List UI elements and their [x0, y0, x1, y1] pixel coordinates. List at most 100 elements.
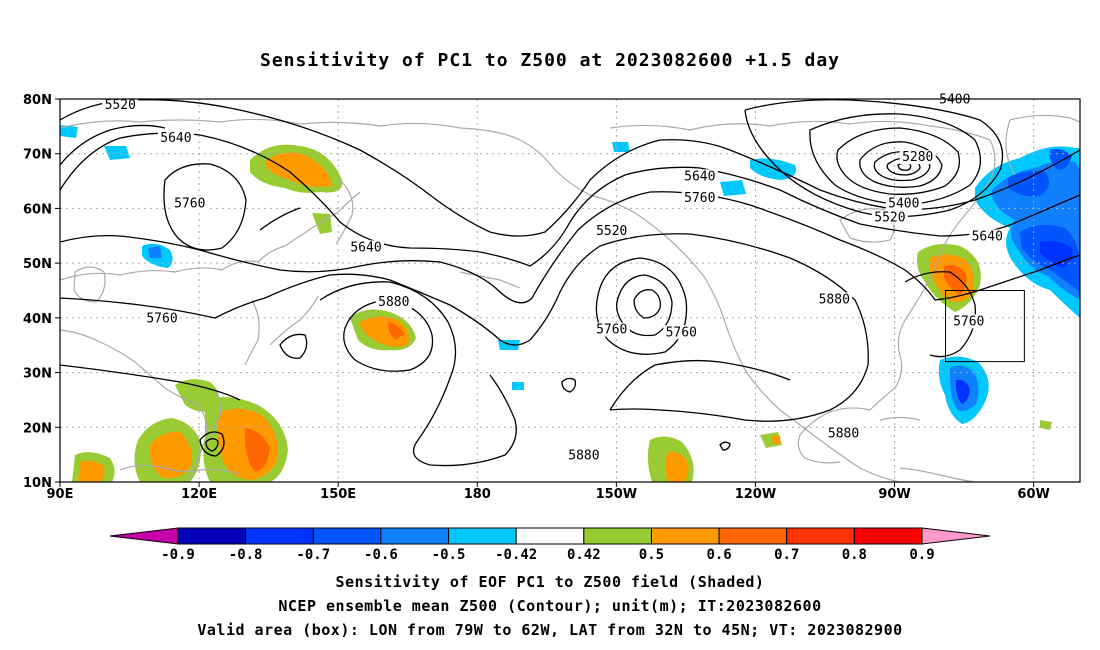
map-title: Sensitivity of PC1 to Z500 at 2023082600…: [259, 50, 840, 71]
contour-5640-lower: [259, 207, 301, 231]
colorbar-segment: [380, 527, 450, 545]
shade-patch-neg-3c: [148, 246, 162, 258]
lon-tick-label: 120W: [735, 487, 776, 502]
colorbar-label: 0.42: [567, 547, 601, 563]
colorbar-segment: [245, 527, 314, 545]
plot-frame: [59, 98, 1081, 483]
lat-tick-label: 70N: [23, 148, 52, 163]
coast-south-am: [899, 467, 976, 482]
shade-patch-wpac-1c: [78, 460, 105, 482]
contour-pac-low-2: [616, 274, 673, 337]
latitude-tick-labels: 80N 70N 60N 50N 40N 30N 20N 10N: [23, 93, 60, 491]
contour-label-bg: [102, 98, 139, 113]
contour-label-bg: [885, 196, 922, 211]
coast-indonesia: [119, 464, 241, 475]
colorbar-label: -0.42: [495, 547, 537, 563]
lon-tick-label: 90E: [47, 487, 74, 502]
colorbar-segment: [515, 527, 585, 545]
contour-label: 5640: [684, 169, 715, 184]
shade-patch-natl-h: [1040, 420, 1052, 430]
contour-5520-a: [60, 99, 1080, 237]
contour-label-bg: [375, 295, 412, 310]
contour-label: 5760: [146, 312, 177, 327]
contour-label-bg: [157, 131, 194, 146]
lon-tick-label: 150W: [596, 487, 637, 502]
contour-label-bg: [681, 191, 718, 206]
shade-patch-small-green: [312, 213, 332, 234]
colorbar-label: -0.5: [432, 547, 466, 563]
contour-label-bg: [663, 325, 700, 340]
valid-area-box: [945, 290, 1025, 363]
contour-label-bg: [565, 448, 602, 463]
contour-label: 5760: [666, 325, 697, 340]
contour-label: 5400: [939, 93, 970, 108]
caption-line-2: NCEP ensemble mean Z500 (Contour); unit(…: [278, 597, 822, 615]
contour-label: 5880: [819, 292, 850, 307]
colorbar-label: -0.8: [229, 547, 263, 563]
contour-5880-loop-pac: [319, 281, 517, 467]
contour-label: 5760: [596, 323, 627, 338]
colorbar-label: 0.9: [909, 547, 934, 563]
colorbar-label: 0.8: [842, 547, 867, 563]
shade-patch-neg-1: [60, 125, 78, 138]
shade-patch-siberia-core: [266, 152, 332, 188]
contour-label: 5520: [874, 210, 905, 225]
contour-5880-a: [60, 233, 869, 422]
contour-label-bg: [681, 169, 718, 184]
lat-tick-label: 40N: [23, 312, 52, 327]
contour-pac-low-3: [633, 289, 661, 319]
contour-pac-small: [561, 377, 577, 393]
contour-label-bg: [936, 92, 973, 107]
contour-5760-a: [60, 191, 1080, 304]
coast-na-arctic: [609, 120, 991, 141]
colorbar-segment: [786, 527, 855, 545]
contour-label: 5640: [350, 240, 381, 255]
contour-5400-nw: [60, 124, 166, 166]
contour-low-inner-1: [859, 141, 943, 188]
shade-patch-neg-5: [720, 180, 746, 196]
shade-patch-npacific-red: [388, 322, 404, 340]
colorbar-segment: [448, 527, 517, 545]
shade-patch-wpac-4r: [244, 428, 270, 472]
contour-labels: 5520 5640 5760 5640 5760 5880 5520 5760 5640 5760…: [102, 92, 1006, 463]
contour-label-bg: [144, 311, 180, 326]
coast-korea: [244, 299, 260, 366]
coast-asia-south: [60, 329, 208, 482]
contour-low-5280: [836, 127, 961, 195]
lat-tick-label: 10N: [23, 476, 52, 491]
coast-greenland: [1005, 114, 1080, 176]
coast-na-west: [669, 239, 901, 482]
contour-label-bg: [593, 322, 630, 337]
colorbar-segment: [177, 527, 247, 545]
contour-label: 5520: [105, 98, 136, 113]
lat-tick-label: 50N: [23, 257, 52, 272]
contour-5880-b: [609, 359, 791, 411]
colorbar-low-extend: [109, 527, 179, 545]
contour-label-bg: [825, 426, 862, 441]
contour-low-5400: [744, 99, 1004, 218]
coast-japan: [269, 295, 319, 346]
shade-patch-mexico-c: [772, 436, 781, 444]
lon-tick-label: 150E: [320, 487, 356, 502]
lon-tick-label: 60W: [1017, 487, 1049, 502]
contour-label-bg: [899, 150, 936, 165]
coast-alaska: [519, 139, 671, 241]
contour-label-bg: [593, 224, 630, 239]
shade-patch-mid-pac-c: [665, 451, 689, 482]
contour-mex-small: [719, 441, 731, 451]
colorbar-segment: [312, 527, 382, 545]
colorbar-high-extend: [921, 527, 991, 545]
contour-label: 5760: [174, 197, 205, 212]
contour-pac-low-1: [595, 257, 688, 355]
contour-label: 5880: [568, 448, 599, 463]
contour-label: 5400: [888, 197, 919, 212]
coast-asia-east: [60, 191, 361, 281]
longitude-tick-labels: 90E 120E 150E 180 150W 120W 90W 60W: [47, 482, 1050, 502]
contour-label-bg: [969, 229, 1006, 244]
coast-hudson: [839, 208, 895, 243]
shade-patch-neg-2: [104, 146, 130, 160]
colorbar-label: 0.6: [706, 547, 731, 563]
contour-label-bg: [950, 314, 987, 329]
contour-label: 5760: [684, 191, 715, 206]
coast-cuba: [879, 416, 921, 421]
